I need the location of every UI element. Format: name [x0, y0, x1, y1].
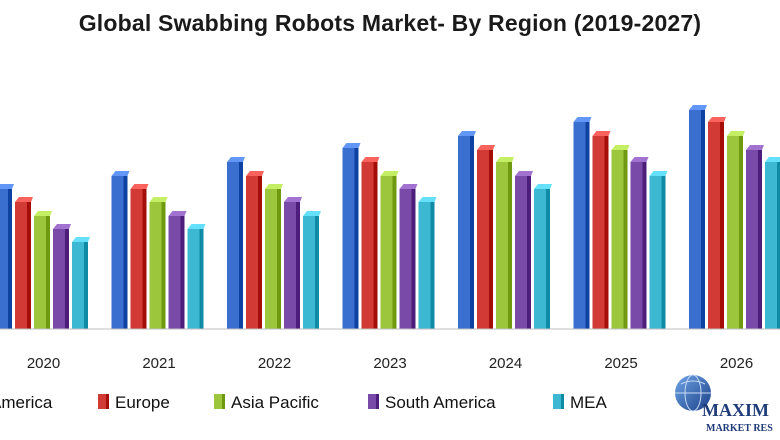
bar-2023-america	[342, 143, 361, 329]
bar-2020-south-america	[53, 224, 71, 329]
logo: MAXIM MARKET RES	[675, 374, 773, 434]
x-tick-labels: 2020 2021 2022 2023 2024 2025 2026	[27, 355, 753, 372]
x-tick-2020: 2020	[27, 355, 60, 372]
bar-2024-south-america	[515, 171, 533, 329]
legend-swatch	[98, 394, 109, 409]
legend-label: Europe	[115, 393, 170, 412]
globe-icon	[675, 374, 711, 412]
x-tick-2026: 2026	[720, 355, 753, 372]
bar-2026-europe	[708, 117, 726, 329]
bar-2025-america	[573, 117, 592, 329]
bar-2024-america	[458, 131, 476, 329]
x-tick-2023: 2023	[373, 355, 406, 372]
bar-2021-asia-pacific	[149, 197, 168, 329]
bar-2023-asia-pacific	[380, 171, 399, 329]
legend-label: South America	[385, 393, 496, 412]
legend-swatch	[553, 394, 564, 409]
logo-text-sub: MARKET RES	[706, 423, 773, 434]
legend-label: America	[0, 393, 53, 412]
bar-2021-south-america	[168, 211, 187, 329]
bar-2020-europe	[15, 197, 33, 329]
x-tick-2024: 2024	[489, 355, 522, 372]
bar-2026-south-america	[746, 145, 764, 329]
legend-item-south-america: South America	[368, 393, 496, 412]
logo-text-main: MAXIM	[702, 400, 769, 420]
bar-2023-europe	[361, 157, 380, 329]
bar-2024-asia-pacific	[496, 157, 514, 329]
bar-2023-south-america	[399, 184, 418, 329]
legend-item-america: America	[0, 393, 53, 412]
legend-label: Asia Pacific	[231, 393, 319, 412]
bar-2026-america	[689, 105, 707, 329]
legend-swatch	[368, 394, 379, 409]
legend-item-mea: MEA	[553, 393, 608, 412]
bar-2021-america	[111, 171, 130, 329]
bar-2020-america	[0, 184, 14, 329]
x-tick-2021: 2021	[142, 355, 175, 372]
bar-2024-mea	[534, 184, 552, 329]
x-tick-2025: 2025	[604, 355, 637, 372]
bar-2026-mea	[765, 157, 780, 329]
bar-2025-mea	[649, 171, 668, 329]
bar-2021-mea	[187, 224, 206, 329]
legend-label: MEA	[570, 393, 608, 412]
legend-swatch	[214, 394, 225, 409]
bar-2026-asia-pacific	[727, 131, 745, 329]
bar-2022-asia-pacific	[265, 184, 283, 329]
legend-item-europe: Europe	[98, 393, 170, 412]
bar-2022-mea	[303, 211, 321, 329]
bar-2025-asia-pacific	[611, 145, 630, 329]
bar-2022-america	[227, 157, 245, 329]
bar-2025-europe	[592, 131, 611, 329]
bar-2023-mea	[418, 197, 437, 329]
bar-2020-mea	[72, 237, 90, 329]
bar-2022-south-america	[284, 197, 302, 329]
legend: America Europe Asia Pacific South America ME…	[0, 393, 608, 412]
chart-title: Global Swabbing Robots Market- By Region…	[78, 10, 702, 36]
bar-2020-asia-pacific	[34, 211, 52, 329]
x-tick-2022: 2022	[258, 355, 291, 372]
bars-layer	[0, 105, 780, 329]
bar-2024-europe	[477, 145, 495, 329]
legend-item-asia-pacific: Asia Pacific	[214, 393, 319, 412]
bar-2022-europe	[246, 171, 264, 329]
bar-2025-south-america	[630, 157, 649, 329]
bar-2021-europe	[130, 184, 149, 329]
